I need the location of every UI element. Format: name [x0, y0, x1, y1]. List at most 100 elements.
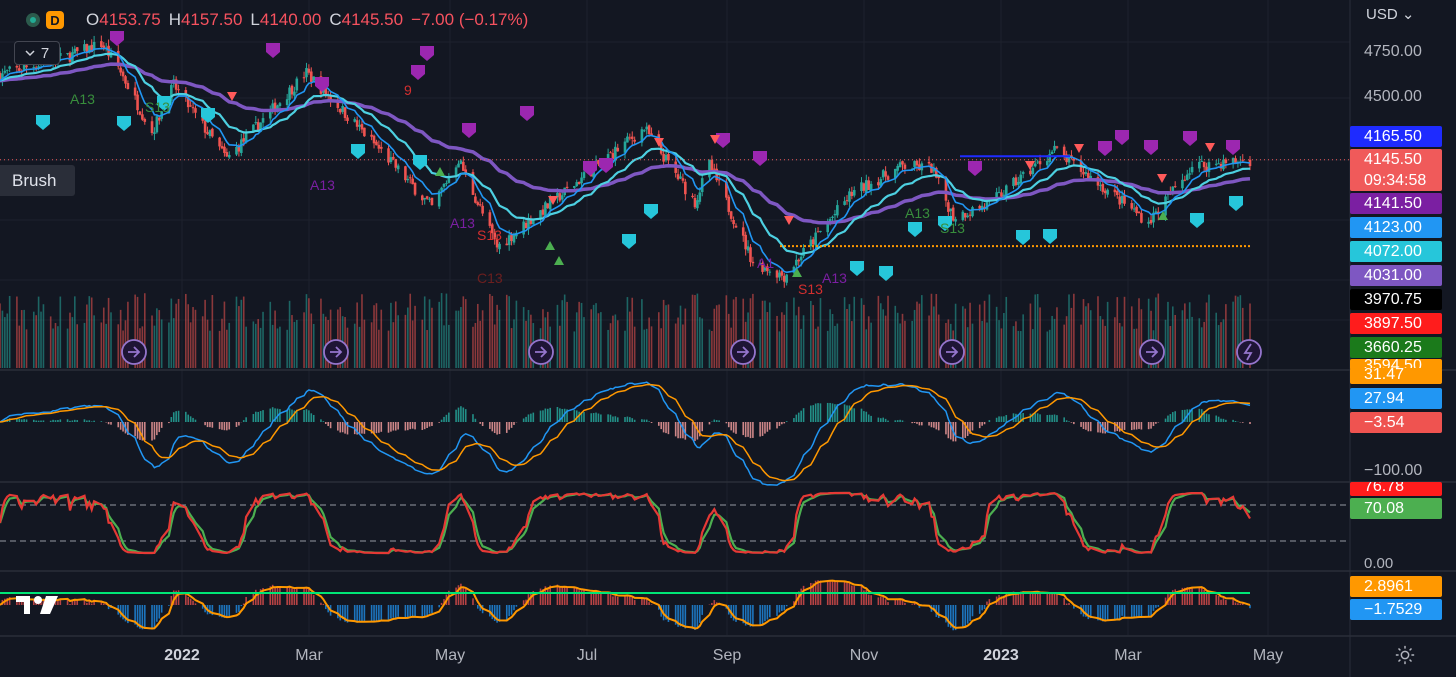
osc-hist-bar	[262, 588, 264, 605]
osc-hist-bar	[156, 605, 158, 622]
candle-body	[628, 137, 632, 139]
candle-body	[90, 44, 93, 53]
candle-body	[1188, 173, 1191, 175]
candle-body	[1106, 189, 1109, 195]
candle-body	[679, 176, 682, 179]
candle-body	[1055, 146, 1059, 148]
candle-body	[749, 247, 752, 263]
macd-hist-bar	[462, 407, 465, 422]
candle-body	[498, 243, 501, 250]
macd-hist-bar	[834, 404, 836, 422]
macd-histogram	[1, 402, 1251, 442]
currency-selector[interactable]: USD ⌄	[1366, 5, 1414, 23]
candle-body	[1123, 195, 1126, 204]
volume-bar	[732, 299, 735, 368]
osc-hist-bar	[853, 586, 856, 605]
volume-bar	[583, 317, 585, 368]
volume-bar	[16, 296, 18, 368]
sell-triangle-icon	[784, 216, 794, 225]
collapse-indicators-button[interactable]: 7	[14, 41, 60, 65]
osc-hist-bar	[286, 587, 288, 605]
sell-shield-icon	[462, 123, 476, 138]
candle-body	[457, 163, 460, 168]
osc-hist-bar	[1123, 605, 1126, 618]
osc-hist-bar	[983, 605, 986, 609]
candle-body	[698, 192, 702, 202]
osc-hist-bar	[624, 595, 626, 605]
osc-hist-bar	[561, 587, 564, 605]
osc-hist-bar	[189, 598, 192, 605]
osc-hist-bar	[185, 592, 187, 605]
osc-hist-bar	[648, 602, 650, 605]
candle-body	[220, 146, 224, 149]
osc-hist-bar	[390, 605, 392, 619]
osc-hist-bar	[1003, 595, 1005, 605]
osc-hist-bar	[100, 602, 103, 605]
candle-body	[782, 275, 786, 282]
macd-hist-bar	[947, 422, 950, 439]
macd-hist-bar	[119, 422, 122, 430]
sell-shield-icon	[266, 43, 280, 58]
volume-bar	[136, 296, 139, 368]
macd-hist-bar	[1046, 415, 1049, 422]
volume-bar	[802, 315, 805, 368]
candle-body	[1, 73, 4, 82]
sell-shield-icon	[1144, 140, 1158, 155]
macd-hist-bar	[937, 422, 940, 431]
macd-hist-bar	[631, 418, 634, 422]
osc-hist-bar	[358, 605, 361, 622]
volume-bar	[49, 316, 52, 368]
macd-hist-bar	[438, 422, 440, 423]
candle-body	[5, 69, 9, 71]
macd-hist-bar	[322, 421, 325, 422]
osc-hist-bar	[1135, 605, 1138, 618]
candle-body	[476, 202, 480, 205]
osc-hist-bar	[901, 600, 904, 605]
candle-body	[985, 201, 989, 210]
osc-hist-bar	[428, 605, 431, 614]
osc-hist-bar	[1157, 605, 1160, 607]
candle-body	[667, 154, 670, 161]
macd-hist-bar	[18, 418, 21, 422]
candle-body	[510, 234, 513, 241]
gear-icon[interactable]	[1394, 644, 1416, 666]
osc-hist-bar	[1150, 605, 1152, 617]
candle-body	[643, 130, 646, 132]
price-axis-label: 4750.00	[1364, 43, 1422, 60]
candle-body	[1118, 196, 1121, 205]
volume-bar	[293, 321, 296, 368]
candle-body	[546, 203, 550, 209]
macd-hist-bar	[69, 420, 71, 422]
sell-shield-icon	[753, 151, 767, 166]
candle-body	[8, 66, 11, 69]
candle-body	[741, 227, 745, 236]
macd-hist-bar	[1215, 415, 1218, 422]
osc-hist-bar	[42, 599, 45, 605]
volume-bar	[37, 296, 40, 368]
osc-hist-bar	[8, 597, 11, 605]
candle-body	[312, 76, 316, 81]
volume-bar	[481, 310, 484, 368]
candle-body	[573, 185, 576, 188]
macd-hist-bar	[421, 422, 424, 430]
osc-hist-bar	[1034, 591, 1037, 605]
osc-hist-bar	[69, 604, 71, 605]
price-tag: 4145.50	[1350, 149, 1442, 170]
macd-hist-bar	[54, 420, 57, 422]
time-axis-label: 2022	[164, 647, 200, 664]
volume-bar	[916, 301, 918, 368]
macd-hist-bar	[911, 422, 913, 424]
volume-bar	[119, 309, 122, 368]
macd-hist-bar	[52, 419, 54, 422]
volume-bar	[978, 304, 981, 368]
candle-body	[1190, 166, 1194, 173]
volume-bar	[445, 293, 448, 368]
buy-shield-icon	[938, 216, 952, 231]
volume-bar	[682, 324, 684, 368]
osc-hist-bar	[867, 594, 870, 605]
macd-hist-bar	[257, 411, 260, 422]
volume-bar	[899, 323, 901, 368]
osc-hist-bar	[1046, 593, 1049, 605]
candles	[0, 35, 1252, 288]
